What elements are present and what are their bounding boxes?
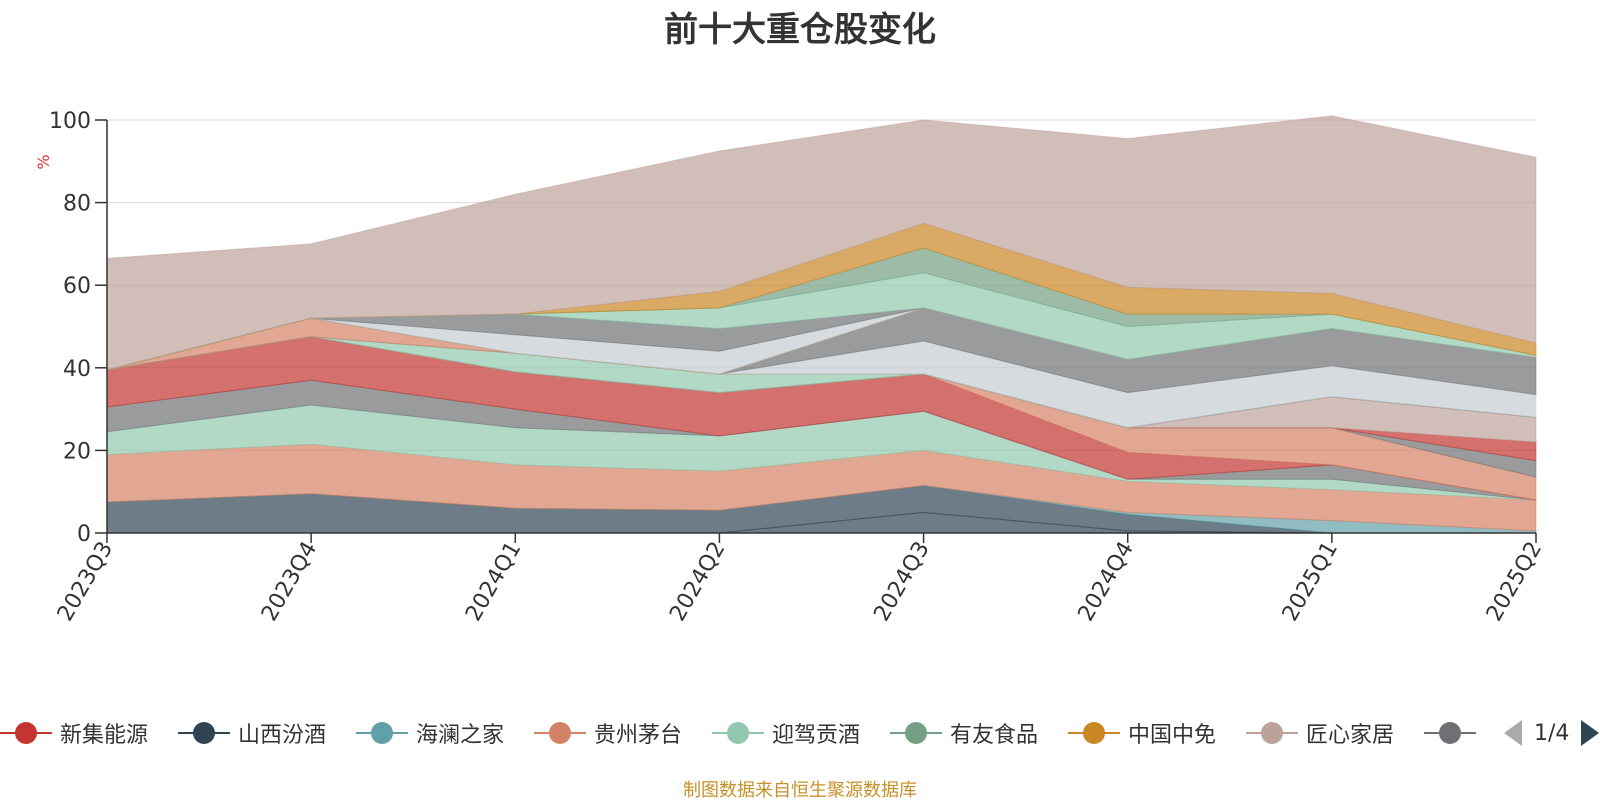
source-note: 制图数据来自恒生聚源数据库 <box>683 780 917 801</box>
x-tick-label: 2024Q4 <box>1074 538 1139 626</box>
legend-item[interactable]: 中国中免 <box>1068 713 1216 753</box>
legend-label: 迎驾贡酒 <box>772 723 861 748</box>
legend-label: 海澜之家 <box>416 723 505 748</box>
legend-pager: 1/4 <box>1502 716 1600 750</box>
legend-label: 贵州茅台 <box>594 723 683 748</box>
legend: 新集能源 山西汾酒 海澜之家 贵州茅台 迎驾贡酒 有友食品 中国中免 匠心家居 泸 <box>0 713 1480 753</box>
x-tick-label: 2024Q1 <box>461 538 526 626</box>
y-tick-label: 20 <box>63 439 91 464</box>
legend-item[interactable]: 贵州茅台 <box>534 713 682 753</box>
legend-symbol-icon <box>0 722 52 744</box>
legend-label: 有友食品 <box>950 723 1039 748</box>
legend-label: 新集能源 <box>60 723 149 748</box>
legend-symbol-icon <box>534 722 586 744</box>
legend-label: 中国中免 <box>1128 723 1217 748</box>
legend-item[interactable]: 有友食品 <box>890 713 1038 753</box>
legend-label: 山西汾酒 <box>238 723 327 748</box>
legend-symbol-icon <box>178 722 230 744</box>
legend-symbol-icon <box>356 722 408 744</box>
y-tick-label: 60 <box>63 274 91 299</box>
x-tick-label: 2025Q2 <box>1482 538 1547 626</box>
y-tick-label: 40 <box>63 357 91 382</box>
legend-symbol-icon <box>890 722 942 744</box>
y-tick-label: 0 <box>77 522 91 547</box>
x-tick-label: 2025Q1 <box>1278 538 1343 626</box>
legend-item[interactable]: 迎驾贡酒 <box>712 713 860 753</box>
legend-symbol-icon <box>1246 722 1298 744</box>
legend-item[interactable]: 海澜之家 <box>356 713 504 753</box>
legend-symbol-icon <box>712 722 764 744</box>
y-tick-label: 100 <box>49 109 91 134</box>
legend-prev-icon[interactable] <box>1502 718 1524 748</box>
legend-item[interactable]: 匠心家居 <box>1246 713 1394 753</box>
chart-title: 前十大重仓股变化 <box>664 10 936 50</box>
y-tick-label: 80 <box>63 192 91 217</box>
legend-item[interactable]: 山西汾酒 <box>178 713 326 753</box>
legend-next-icon[interactable] <box>1579 718 1600 748</box>
x-tick-label: 2023Q4 <box>257 538 322 626</box>
x-tick-label: 2024Q3 <box>869 538 934 626</box>
legend-item[interactable]: 新集能源 <box>0 713 148 753</box>
legend-symbol-icon <box>1424 722 1476 744</box>
x-tick-label: 2023Q3 <box>53 538 118 626</box>
stacked-area-chart: 0 20 40 60 80 100 2023Q3 2023Q4 2024Q1 2024Q2 2024… <box>34 109 1547 626</box>
area-series-25 <box>106 115 1537 371</box>
legend-item[interactable]: 泸 <box>1424 713 1480 753</box>
legend-label: 匠心家居 <box>1306 723 1395 748</box>
x-tick-label: 2024Q2 <box>665 538 730 626</box>
y-axis-unit-label: % <box>34 154 53 169</box>
legend-page-indicator: 1/4 <box>1534 720 1570 746</box>
legend-symbol-icon <box>1068 722 1120 744</box>
